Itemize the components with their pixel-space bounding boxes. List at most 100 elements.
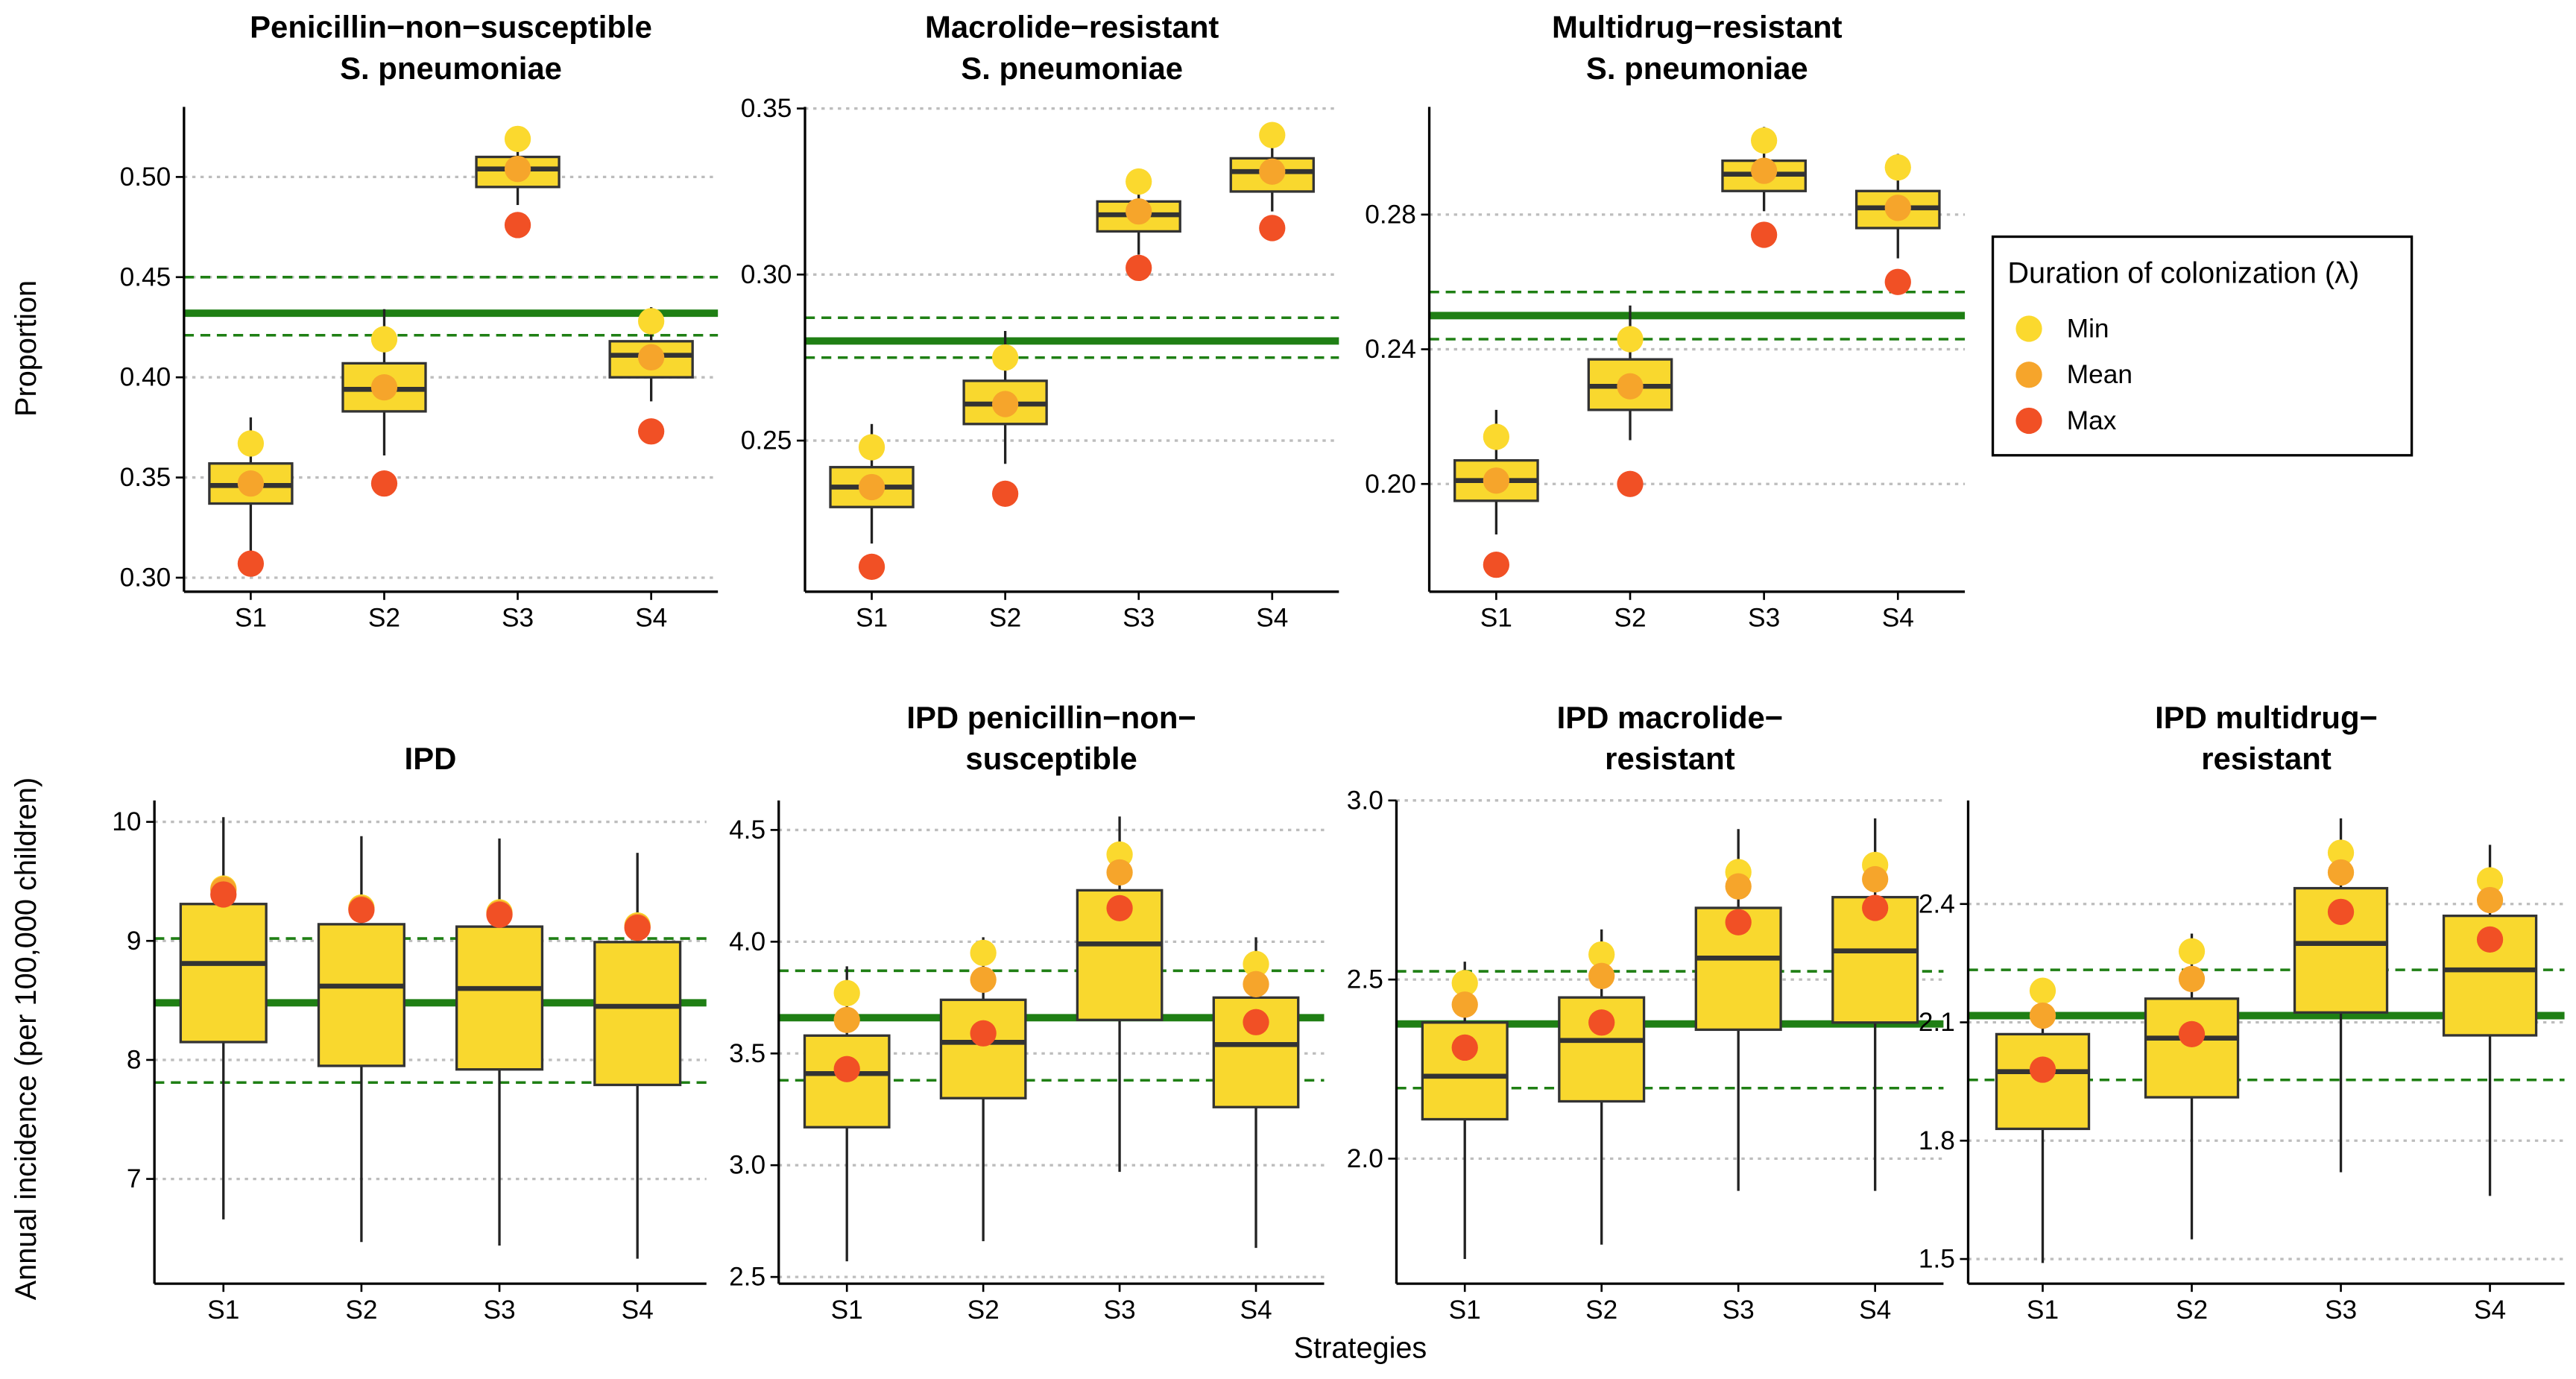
point	[504, 156, 531, 183]
x-tick-label: S1	[207, 1296, 239, 1325]
point	[1451, 970, 1478, 997]
point	[1483, 552, 1509, 578]
y-tick-label: 0.30	[741, 260, 792, 289]
y-tick-label: 0.35	[741, 94, 792, 123]
point	[504, 125, 531, 152]
point	[1259, 158, 1286, 185]
box	[593, 941, 682, 1087]
y-tick-label: 8	[127, 1045, 142, 1074]
x-tick-label: S3	[483, 1296, 515, 1325]
y-tick-label: 2.5	[1347, 965, 1383, 994]
y-tick-label: 9	[127, 927, 142, 956]
point	[1617, 326, 1644, 353]
point	[1106, 859, 1133, 886]
box	[455, 925, 544, 1071]
y-tick-label: 4.5	[729, 815, 765, 845]
x-tick-label: S2	[967, 1296, 1000, 1325]
y-tick-label: 7	[127, 1164, 142, 1193]
point	[1588, 962, 1615, 989]
point	[1751, 221, 1778, 248]
x-tick-label: S4	[2474, 1296, 2506, 1325]
point	[1862, 865, 1889, 893]
point	[2327, 859, 2355, 886]
chart-title: IPD	[405, 741, 457, 776]
point	[2327, 898, 2355, 925]
point	[1243, 1009, 1269, 1035]
x-tick-label: S4	[1859, 1296, 1891, 1325]
point	[370, 470, 398, 497]
legend-marker	[2015, 315, 2042, 342]
box	[179, 903, 268, 1044]
point	[1588, 941, 1615, 968]
point	[624, 915, 651, 941]
point	[486, 901, 513, 928]
x-tick-label: S1	[856, 604, 888, 633]
y-tick-label: 0.30	[120, 563, 171, 592]
legend-marker	[2015, 362, 2042, 388]
chart-title: IPD multidrug−	[2155, 700, 2378, 735]
chart-title: Macrolide−resistant	[925, 10, 1219, 45]
point	[504, 212, 531, 239]
point	[237, 470, 265, 497]
y-tick-label: 0.45	[120, 262, 171, 291]
point	[1126, 168, 1152, 195]
point	[210, 881, 237, 908]
y-tick-label: 2.0	[1347, 1144, 1383, 1173]
x-tick-label: S4	[1256, 604, 1288, 633]
point	[1259, 122, 1286, 148]
y-tick-label: 2.5	[729, 1263, 765, 1292]
box	[2144, 997, 2240, 1099]
point	[970, 1020, 997, 1047]
y-tick-label: 0.20	[1365, 470, 1416, 499]
legend-box	[1991, 235, 2414, 457]
point	[237, 550, 265, 577]
x-tick-label: S4	[1240, 1296, 1272, 1325]
point	[858, 553, 886, 581]
y-tick-label: 1.5	[1919, 1245, 1955, 1274]
point	[833, 979, 860, 1006]
point	[2476, 926, 2504, 953]
point	[1725, 873, 1752, 900]
y-tick-label: 0.25	[741, 426, 792, 455]
x-tick-label: S3	[1123, 604, 1155, 633]
legend-marker	[2015, 407, 2042, 435]
y-tick-label: 0.50	[120, 162, 171, 192]
point	[2178, 1020, 2206, 1048]
legend-label: Max	[2067, 406, 2117, 435]
point	[1751, 157, 1778, 184]
point	[2327, 839, 2355, 866]
y-tick-label: 0.24	[1365, 335, 1416, 364]
x-tick-label: S3	[1104, 1296, 1136, 1325]
point	[1588, 1009, 1615, 1036]
x-tick-label: S2	[2176, 1296, 2208, 1325]
point	[1106, 894, 1133, 922]
x-tick-label: S3	[2325, 1296, 2357, 1325]
point	[348, 897, 375, 924]
point	[970, 939, 997, 966]
legend-label: Mean	[2067, 360, 2133, 389]
point	[1243, 950, 1269, 977]
point	[1483, 467, 1509, 494]
point	[1751, 127, 1778, 154]
y-axis-title: Proportion	[10, 280, 42, 417]
point	[970, 966, 997, 993]
point	[1884, 268, 1911, 295]
point	[991, 391, 1019, 417]
x-axis-title: Strategies	[1294, 1331, 1427, 1364]
y-tick-label: 0.40	[120, 363, 171, 392]
point	[2029, 977, 2056, 1004]
x-tick-label: S2	[368, 604, 400, 633]
point	[1617, 373, 1644, 400]
chart-title: resistant	[2201, 741, 2332, 776]
point	[1126, 254, 1152, 282]
x-tick-label: S3	[1748, 604, 1780, 633]
point	[638, 308, 665, 335]
point	[1884, 195, 1911, 221]
point	[2178, 938, 2206, 965]
y-tick-label: 1.8	[1919, 1126, 1955, 1155]
y-tick-label: 4.0	[729, 927, 765, 956]
x-tick-label: S3	[1723, 1296, 1755, 1325]
legend-label: Min	[2067, 315, 2109, 344]
